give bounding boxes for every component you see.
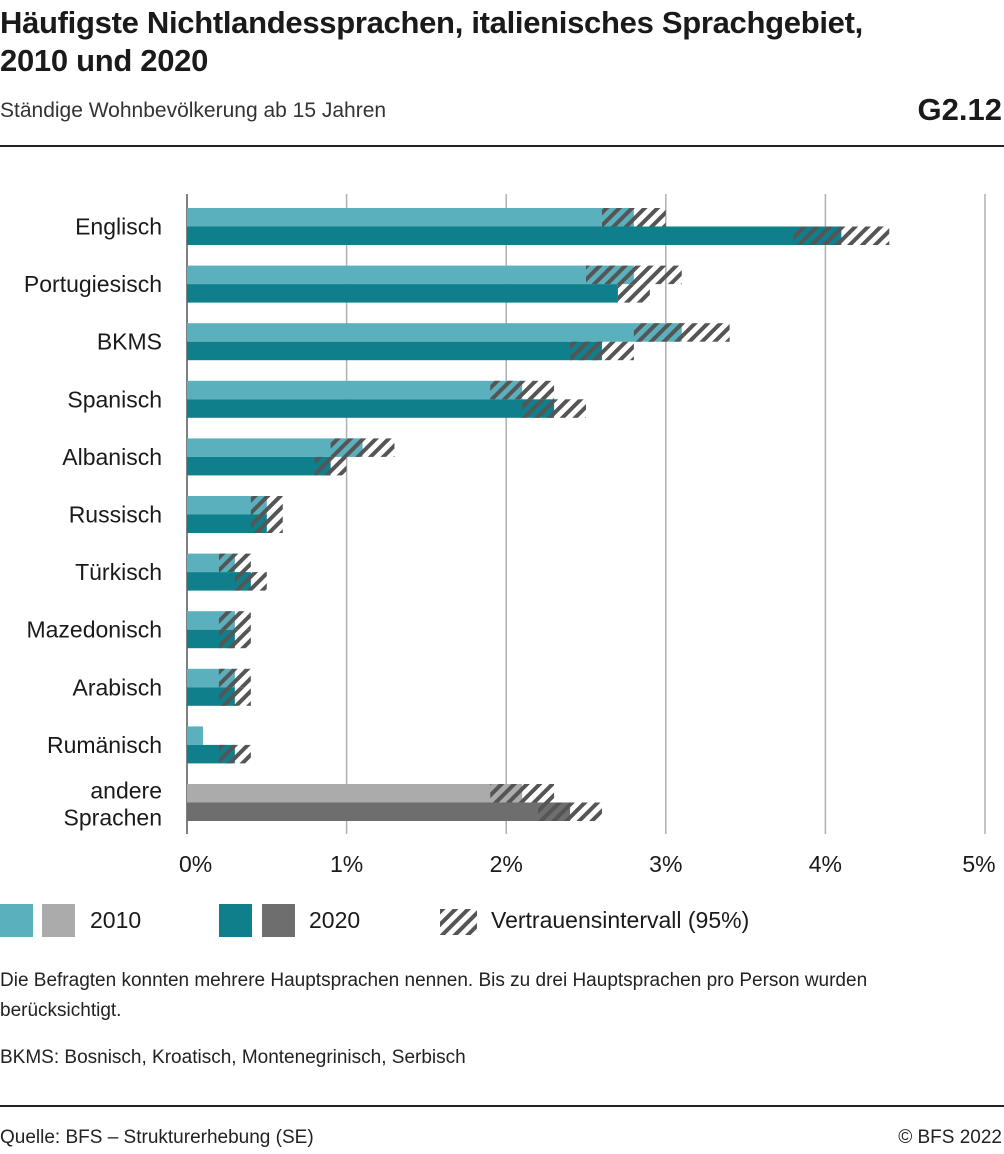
legend-label-ci: Vertrauensintervall (95%) <box>491 907 750 933</box>
ci-2010 <box>218 668 251 688</box>
category-label: Russisch <box>69 502 162 528</box>
bar-2020 <box>187 514 267 533</box>
ci-2020 <box>218 744 251 764</box>
chart-title: Häufigste Nichtlandessprachen, italienis… <box>0 5 863 78</box>
bar-chart: Englisch Portugiesisch BKMS Spanisch Albanis… <box>24 194 996 877</box>
note-multiple-languages: Die Befragten konnten mehrere Hauptsprac… <box>0 970 868 1021</box>
legend-swatch-2010-other <box>42 904 75 937</box>
chart-subtitle: Ständige Wohnbevölkerung ab 15 Jahren <box>0 99 387 122</box>
x-tick-label: 4% <box>809 851 842 877</box>
ci-2020 <box>234 572 267 591</box>
category-labels: Englisch Portugiesisch BKMS Spanisch Albanis… <box>24 214 162 831</box>
x-tick-labels: 0% 1% 2% 3% 4% 5% <box>179 851 996 877</box>
ci-2010 <box>633 323 730 342</box>
top-divider <box>0 145 1004 147</box>
bar-2010 <box>187 323 682 342</box>
category-label: Mazedonisch <box>26 617 162 643</box>
bar-2010 <box>187 784 523 803</box>
ci-2010 <box>586 265 682 285</box>
bar-2020 <box>187 399 555 418</box>
ci-2010 <box>218 611 251 630</box>
category-label: Spanisch <box>67 386 162 412</box>
bar-2010 <box>187 265 634 285</box>
category-label: Albanisch <box>62 444 162 470</box>
category-label: Rumänisch <box>47 732 162 758</box>
bar-2020 <box>187 226 842 245</box>
ci-2010 <box>330 438 395 457</box>
bar-2020 <box>187 802 571 821</box>
ci-2010 <box>490 380 555 400</box>
bar-2010 <box>187 438 363 457</box>
ci-2020 <box>538 802 602 821</box>
ci-2010 <box>218 553 251 573</box>
x-tick-label: 1% <box>330 851 363 877</box>
x-tick-label: 5% <box>962 851 995 877</box>
ci-2020 <box>250 514 283 533</box>
bar-2010 <box>187 496 267 515</box>
ci-2020 <box>793 226 890 245</box>
legend-swatch-2010 <box>0 904 33 937</box>
legend: 2010 2020 Vertrauensintervall (95%) <box>0 904 1004 940</box>
copyright: © BFS 2022 <box>898 1127 1002 1148</box>
bar-2020 <box>187 341 602 361</box>
ci-2020 <box>218 629 251 649</box>
confidence-intervals <box>218 208 890 821</box>
ci-2020 <box>218 687 251 706</box>
x-tick-label: 2% <box>490 851 523 877</box>
ci-2010 <box>250 496 283 515</box>
legend-label-2020: 2020 <box>309 907 361 933</box>
legend-swatch-2020-other <box>262 904 295 937</box>
ci-2020 <box>314 456 347 476</box>
category-label: Englisch <box>75 214 162 240</box>
bottom-divider <box>0 1105 1004 1107</box>
ci-2020 <box>617 284 650 303</box>
bar-2010 <box>187 380 523 400</box>
ci-2010 <box>490 784 555 803</box>
bars <box>187 208 842 821</box>
legend-swatch-ci <box>440 909 477 935</box>
legend-label-2010: 2010 <box>90 907 142 933</box>
bar-2010 <box>187 208 634 227</box>
category-label: Türkisch <box>75 559 162 585</box>
bar-2020 <box>187 456 331 476</box>
bar-2010 <box>187 726 203 745</box>
ci-2010 <box>601 208 666 227</box>
source-note: Quelle: BFS – Strukturerhebung (SE) <box>0 1127 314 1148</box>
legend-swatch-2020 <box>219 904 252 937</box>
x-tick-label: 3% <box>649 851 682 877</box>
ci-2020 <box>522 399 586 418</box>
ci-2020 <box>570 341 634 361</box>
chart-code: G2.12 <box>917 92 1002 127</box>
category-label: andere <box>90 778 162 804</box>
x-tick-label: 0% <box>179 851 212 877</box>
category-label: Arabisch <box>73 674 162 700</box>
category-label: BKMS <box>97 329 162 355</box>
note-bkms: BKMS: Bosnisch, Kroatisch, Montenegrinis… <box>0 1047 466 1068</box>
bar-2020 <box>187 284 618 303</box>
category-label: Sprachen <box>64 805 162 831</box>
category-label: Portugiesisch <box>24 271 162 297</box>
